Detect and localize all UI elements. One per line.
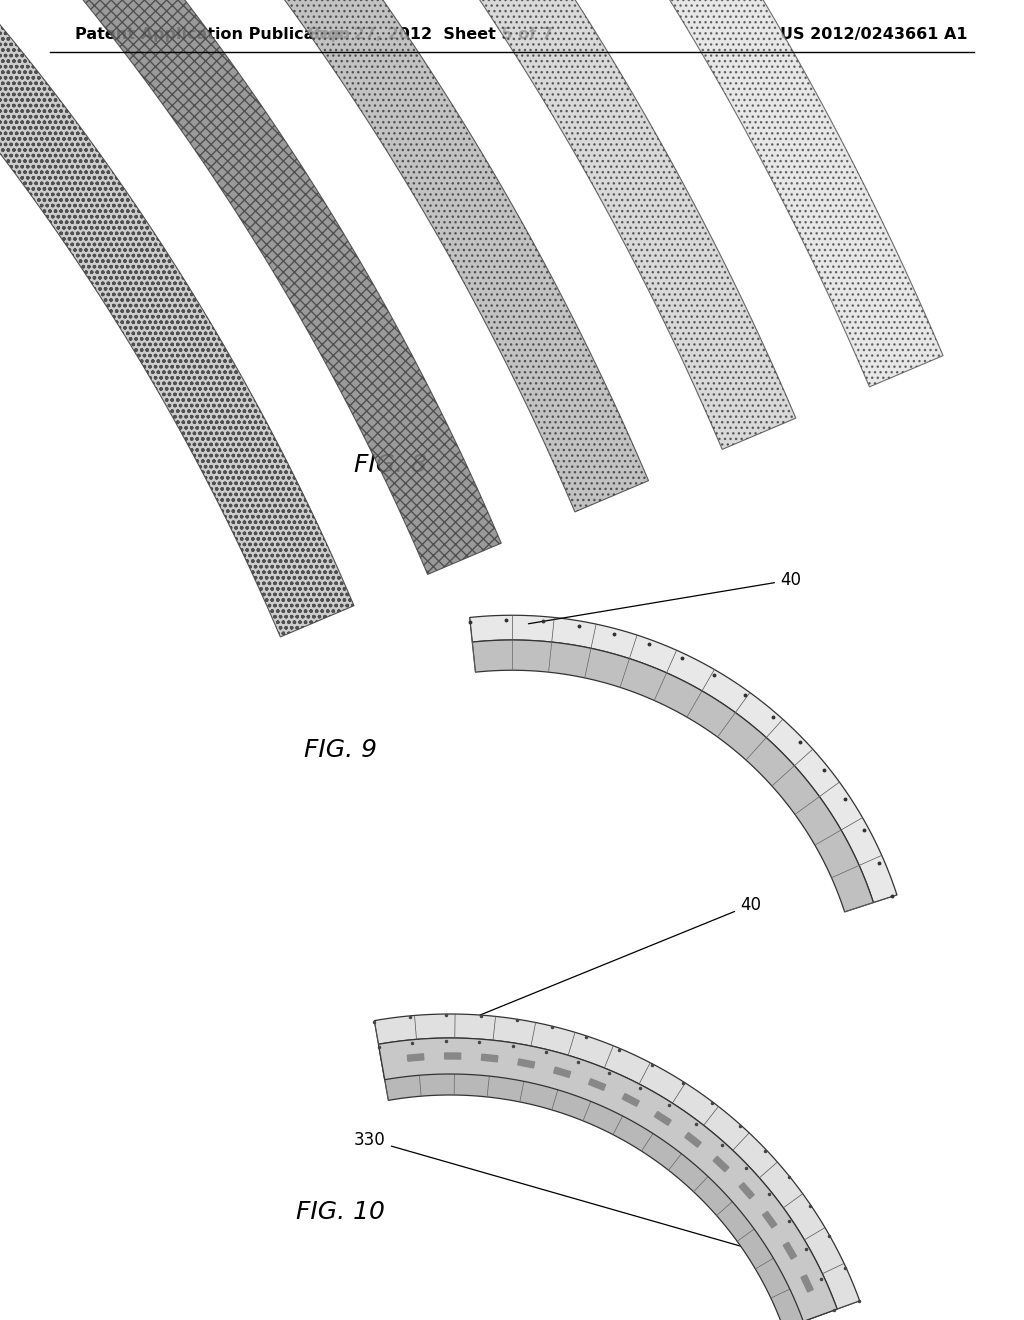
Text: FIG. 8: FIG. 8 — [353, 453, 427, 477]
Bar — [408, 1053, 424, 1061]
Bar — [554, 1067, 570, 1077]
Text: Sep. 27, 2012  Sheet 5 of 7: Sep. 27, 2012 Sheet 5 of 7 — [307, 28, 553, 42]
Bar — [654, 1111, 671, 1125]
Text: FIG. 10: FIG. 10 — [296, 1200, 384, 1224]
Bar — [589, 1078, 605, 1090]
Bar — [481, 1055, 498, 1061]
Bar — [801, 1275, 813, 1292]
PathPatch shape — [56, 0, 648, 512]
Bar — [783, 1242, 797, 1259]
Text: 40: 40 — [467, 896, 761, 1020]
PathPatch shape — [375, 1014, 860, 1309]
PathPatch shape — [472, 640, 873, 912]
Bar — [518, 1059, 535, 1068]
PathPatch shape — [379, 1038, 838, 1320]
PathPatch shape — [470, 615, 897, 903]
Bar — [763, 1212, 777, 1228]
PathPatch shape — [379, 1040, 836, 1317]
PathPatch shape — [0, 0, 502, 574]
PathPatch shape — [383, 1063, 815, 1320]
PathPatch shape — [171, 0, 796, 449]
PathPatch shape — [0, 0, 354, 638]
Bar — [713, 1156, 729, 1172]
Text: 40: 40 — [528, 572, 801, 624]
Text: US 2012/0243661 A1: US 2012/0243661 A1 — [780, 28, 968, 42]
Bar — [444, 1053, 461, 1059]
Text: FIG. 9: FIG. 9 — [303, 738, 377, 762]
Text: 330: 330 — [354, 1131, 763, 1253]
PathPatch shape — [286, 0, 943, 387]
Bar — [623, 1093, 639, 1106]
Text: Patent Application Publication: Patent Application Publication — [75, 28, 350, 42]
Bar — [685, 1133, 701, 1147]
Bar — [739, 1183, 755, 1199]
Text: 31: 31 — [458, 1053, 701, 1139]
